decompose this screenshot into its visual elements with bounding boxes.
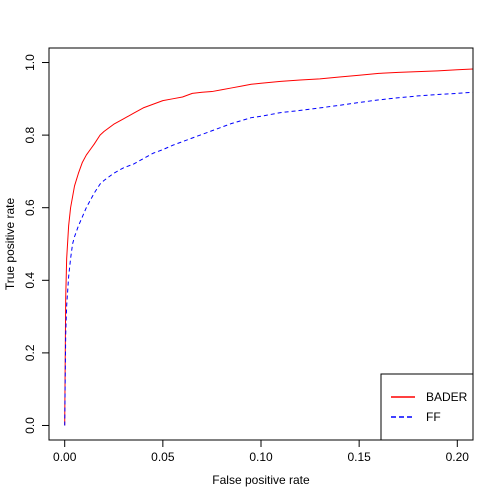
y-tick-label: 0.6	[23, 199, 37, 216]
x-tick-label: 0.15	[347, 450, 371, 464]
x-tick-label: 0.00	[53, 450, 77, 464]
series-line-bader	[64, 68, 473, 426]
y-tick-label: 1.0	[23, 54, 37, 71]
x-tick-label: 0.05	[151, 450, 175, 464]
legend-box	[380, 373, 474, 441]
y-tick-label: 0.0	[23, 417, 37, 434]
axes-layer: 0.00 0.05 0.10 0.15 0.20 0.0 0.2 0.4 0.6 0.8 1.0	[23, 54, 469, 464]
y-axis-title: True positive rate	[3, 198, 17, 291]
legend-label-bader: BADER	[426, 390, 468, 404]
series-layer	[64, 68, 473, 426]
y-tick-label: 0.4	[23, 272, 37, 289]
x-tick-label: 0.20	[446, 450, 470, 464]
y-tick-label: 0.2	[23, 344, 37, 361]
x-axis-title: False positive rate	[212, 473, 310, 487]
legend: BADER FF	[380, 373, 474, 441]
legend-label-ff: FF	[426, 410, 441, 424]
y-tick-label: 0.8	[23, 126, 37, 143]
x-tick-label: 0.10	[249, 450, 273, 464]
series-line-ff	[64, 91, 473, 426]
